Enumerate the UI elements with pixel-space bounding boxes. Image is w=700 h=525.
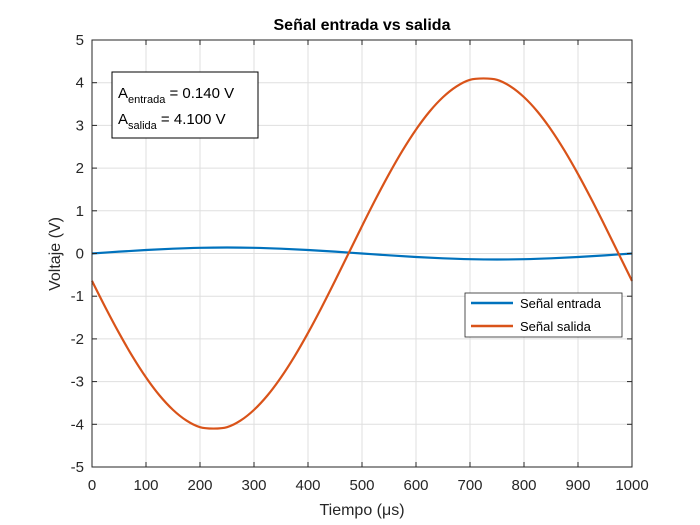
y-tick-label: -5	[71, 459, 84, 476]
x-tick-label: 800	[511, 477, 536, 494]
x-tick-label: 900	[565, 477, 590, 494]
y-tick-label: 4	[76, 75, 84, 92]
x-tick-label: 100	[133, 477, 158, 494]
chart-title: Señal entrada vs salida	[274, 17, 451, 34]
legend-label-entrada: Señal entrada	[520, 296, 602, 311]
series-line-entrada	[91, 246, 633, 261]
x-tick-label: 500	[349, 477, 374, 494]
x-tick-label: 700	[457, 477, 482, 494]
y-tick-label: -4	[71, 416, 84, 433]
ticks	[91, 39, 633, 468]
annotation-line-salida: Asalida = 4.100 V	[118, 111, 226, 132]
y-tick-label: 0	[76, 246, 84, 263]
plot-lines	[91, 77, 633, 430]
y-tick-label: -2	[71, 331, 84, 348]
x-tick-label: 600	[403, 477, 428, 494]
series-line-salida	[91, 77, 633, 430]
x-axis-label: Tiempo (μs)	[319, 502, 404, 519]
y-tick-label: -1	[71, 288, 84, 305]
y-tick-label: 1	[76, 203, 84, 220]
amplitude-annotation: Aentrada = 0.140 V Asalida = 4.100 V	[111, 71, 259, 139]
x-tick-label: 0	[88, 477, 96, 494]
y-tick-label: -3	[71, 374, 84, 391]
annotation-box	[111, 71, 259, 139]
y-axis-label: Voltaje (V)	[47, 217, 64, 291]
y-tick-label: 2	[76, 160, 84, 177]
annotation-line-entrada: Aentrada = 0.140 V	[118, 85, 234, 106]
y-tick-label: 3	[76, 117, 84, 134]
x-tick-label: 200	[187, 477, 212, 494]
legend: Señal entrada Señal salida	[464, 292, 623, 338]
y-tick-label: 5	[76, 32, 84, 49]
x-tick-label: 400	[295, 477, 320, 494]
x-tick-label: 1000	[615, 477, 648, 494]
tick-labels: 0 100 200 300 400 500 600 700 800 900 1000 -5 -4 -3 -2…	[71, 32, 649, 494]
legend-label-salida: Señal salida	[520, 319, 592, 334]
legend-box	[464, 292, 623, 338]
x-tick-label: 300	[241, 477, 266, 494]
